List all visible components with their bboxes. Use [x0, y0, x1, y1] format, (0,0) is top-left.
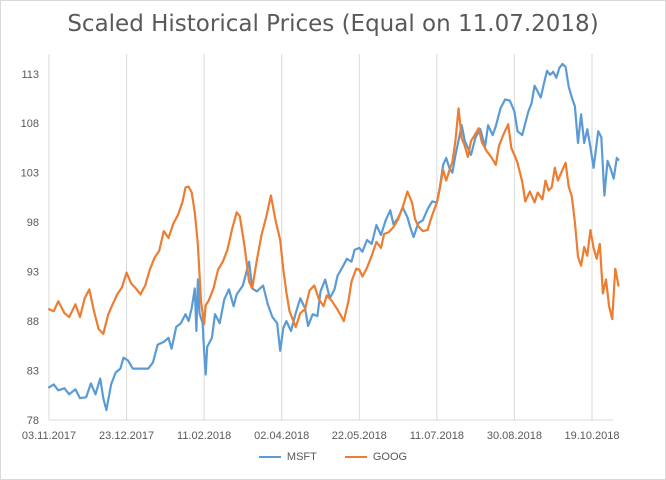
- y-tick-label: 93: [27, 267, 39, 279]
- x-tick-label: 03.11.2017: [22, 430, 76, 442]
- y-tick-label: 98: [27, 217, 39, 229]
- legend-item-msft: MSFT: [258, 451, 317, 463]
- y-tick-label: 83: [27, 366, 39, 378]
- legend-item-goog: GOOG: [344, 451, 408, 463]
- x-tick-label: 11.02.2018: [177, 430, 231, 442]
- gridlines: [48, 54, 613, 421]
- legend: MSFT GOOG: [1, 451, 665, 463]
- x-tick-label: 23.12.2017: [99, 430, 154, 442]
- y-tick-label: 78: [27, 415, 39, 427]
- series-line-msft: [47, 62, 620, 412]
- x-tick-label: 11.07.2018: [410, 430, 464, 442]
- x-tick-label: 02.04.2018: [254, 430, 309, 442]
- y-axis: 78 83 88 93 98 103 108 113: [21, 69, 39, 427]
- legend-label-goog: GOOG: [372, 451, 408, 463]
- y-tick-label: 103: [21, 168, 39, 180]
- x-axis: 03.11.2017 23.12.2017 11.02.2018 02.04.2018…: [22, 430, 620, 442]
- legend-swatch-msft: [258, 456, 281, 458]
- x-tick-label: 22.05.2018: [332, 430, 387, 442]
- x-tick-label: 19.10.2018: [564, 430, 619, 442]
- series-line-goog: [47, 107, 620, 335]
- legend-label-msft: MSFT: [286, 451, 317, 463]
- series-lines: [47, 62, 620, 412]
- y-tick-label: 113: [21, 69, 39, 81]
- y-tick-label: 108: [21, 118, 39, 130]
- legend-swatch-goog: [344, 456, 367, 458]
- x-tick-label: 30.08.2018: [487, 430, 542, 442]
- y-tick-label: 88: [27, 316, 39, 328]
- chart-title: Scaled Historical Prices (Equal on 11.07…: [67, 11, 599, 37]
